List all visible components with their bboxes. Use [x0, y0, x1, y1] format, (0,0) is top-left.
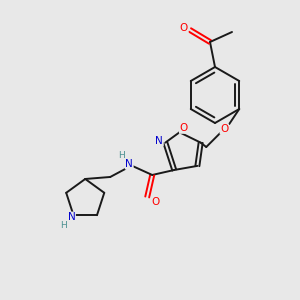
Text: O: O	[180, 23, 188, 33]
Text: N: N	[155, 136, 163, 146]
Text: H: H	[118, 152, 124, 160]
Text: O: O	[220, 124, 228, 134]
Text: O: O	[151, 197, 159, 207]
Text: H: H	[60, 221, 67, 230]
Text: O: O	[179, 123, 188, 133]
Text: N: N	[125, 159, 133, 169]
Text: N: N	[68, 212, 75, 222]
